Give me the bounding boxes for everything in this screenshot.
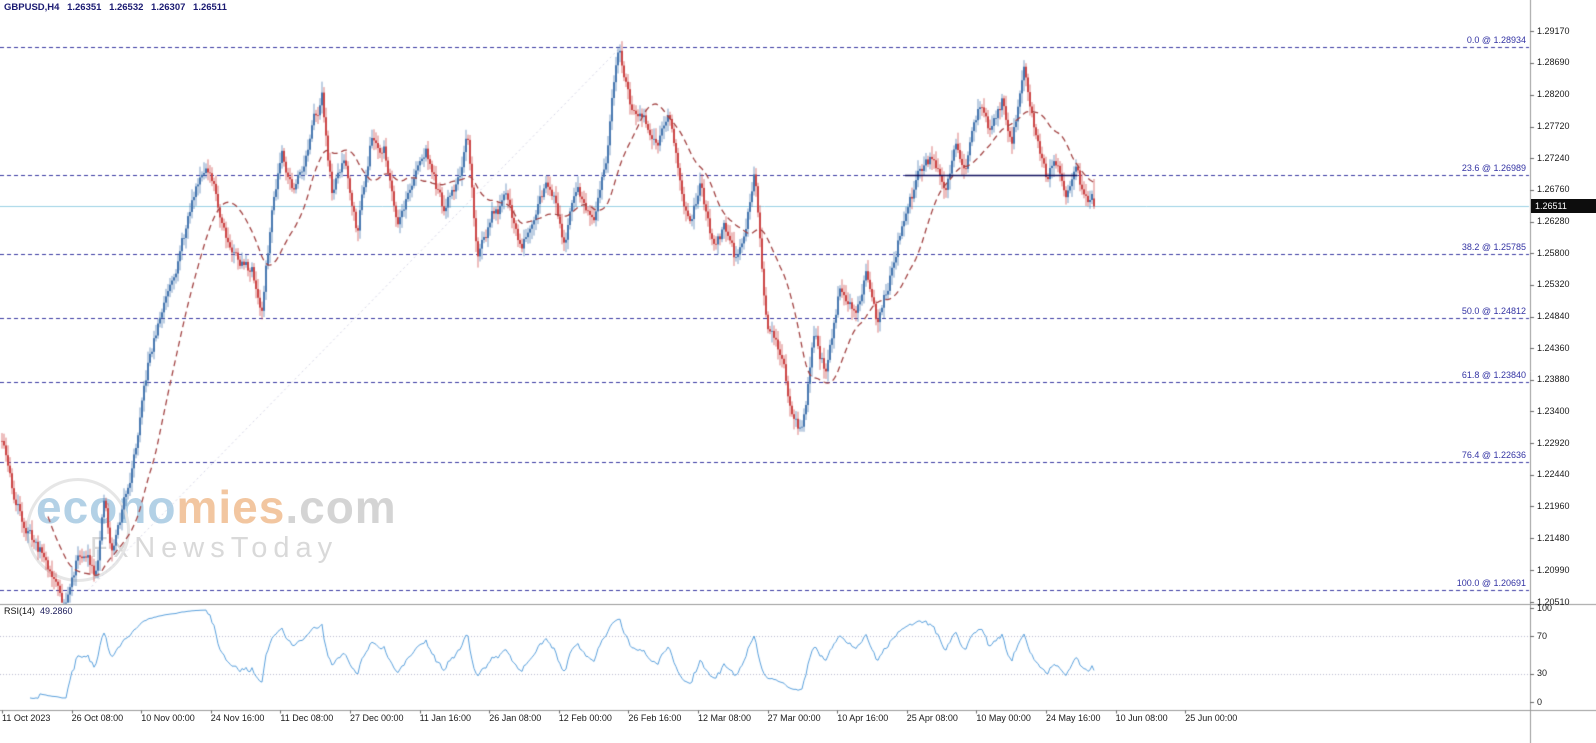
- time-tick-label: 11 Dec 08:00: [280, 713, 334, 723]
- time-tick-label: 11 Oct 2023: [2, 713, 51, 723]
- ohlc-close: 1.26511: [193, 2, 227, 13]
- price-tick-label: 1.27720: [1537, 121, 1570, 132]
- rsi-indicator-label: RSI(14) 49.2860: [4, 606, 73, 616]
- time-tick-label: 26 Jan 08:00: [489, 713, 542, 723]
- time-tick-label: 27 Dec 00:00: [350, 713, 404, 723]
- ohlc-high: 1.26532: [109, 2, 144, 13]
- rsi-name: RSI(14): [4, 606, 36, 616]
- price-tick-label: 1.27240: [1537, 152, 1570, 163]
- current-price-tag: 1.26511: [1531, 199, 1596, 214]
- price-tick-label: 1.23400: [1537, 405, 1570, 416]
- price-tick-label: 1.20510: [1537, 596, 1570, 607]
- price-tick-label: 1.26760: [1537, 184, 1570, 195]
- price-tick-label: 1.21960: [1537, 500, 1570, 511]
- current-price-value: 1.26511: [1535, 201, 1567, 212]
- time-tick-label: 25 Jun 00:00: [1185, 713, 1238, 723]
- price-tick-label: 1.22440: [1537, 469, 1570, 480]
- time-tick-label: 10 Jun 08:00: [1115, 713, 1168, 723]
- symbol-period-label: GBPUSD,H4: [4, 2, 60, 13]
- price-tick-label: 1.25800: [1537, 247, 1570, 258]
- time-tick-label: 11 Jan 16:00: [419, 713, 471, 723]
- price-tick-label: 1.23880: [1537, 374, 1570, 385]
- price-tick-label: 1.29170: [1537, 25, 1570, 36]
- time-tick-label: 26 Oct 08:00: [71, 713, 124, 723]
- price-tick-label: 1.24840: [1537, 311, 1570, 321]
- ohlc-open: 1.26351: [67, 2, 102, 13]
- rsi-tick-label: 70: [1537, 630, 1548, 641]
- price-tick-label: 1.28690: [1537, 57, 1570, 68]
- fib-level-label: 23.6 @ 1.26989: [1461, 162, 1526, 173]
- price-tick-label: 1.24360: [1537, 342, 1570, 353]
- price-tick-label: 1.26280: [1537, 216, 1570, 227]
- symbol-ohlc-header: GBPUSD,H4 1.26351 1.26532 1.26307 1.2651…: [4, 2, 232, 13]
- ohlc-low: 1.26307: [151, 2, 186, 13]
- fib-level-label: 0.0 @ 1.28934: [1466, 34, 1526, 45]
- time-tick-label: 10 Apr 16:00: [837, 713, 889, 723]
- time-tick-label: 26 Feb 16:00: [628, 713, 682, 723]
- fib-level-label: 76.4 @ 1.22636: [1461, 449, 1526, 460]
- time-tick-label: 10 Nov 00:00: [141, 713, 195, 723]
- price-tick-label: 1.25320: [1537, 279, 1570, 290]
- fib-level-label: 61.8 @ 1.23840: [1461, 370, 1526, 381]
- price-tick-label: 1.22920: [1537, 437, 1570, 448]
- fib-level-label: 38.2 @ 1.25785: [1461, 242, 1526, 253]
- time-tick-label: 12 Feb 00:00: [558, 713, 612, 723]
- time-tick-label: 10 May 00:00: [976, 713, 1031, 723]
- price-tick-label: 1.28200: [1537, 89, 1570, 100]
- time-tick-label: 25 Apr 08:00: [906, 713, 958, 723]
- rsi-value: 49.2860: [40, 606, 73, 616]
- time-tick-label: 24 Nov 16:00: [210, 713, 265, 723]
- fib-level-label: 50.0 @ 1.24812: [1461, 306, 1526, 317]
- time-tick-label: 12 Mar 08:00: [698, 713, 752, 723]
- price-tick-label: 1.21480: [1537, 532, 1570, 543]
- rsi-tick-label: 100: [1537, 602, 1553, 613]
- time-tick-label: 24 May 16:00: [1046, 713, 1101, 723]
- fib-level-label: 100.0 @ 1.20691: [1456, 578, 1526, 589]
- price-tick-label: 1.20990: [1537, 564, 1570, 575]
- rsi-tick-label: 0: [1537, 696, 1543, 707]
- time-tick-label: 27 Mar 00:00: [767, 713, 821, 723]
- rsi-tick-label: 30: [1537, 668, 1548, 679]
